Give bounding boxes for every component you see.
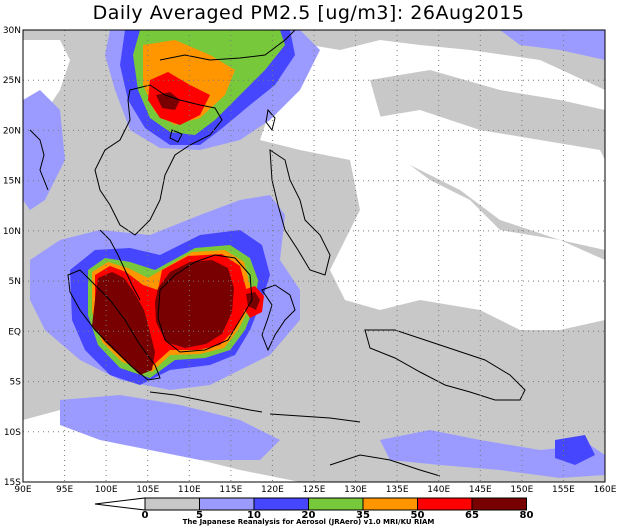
lon-tick-label: 125E xyxy=(303,485,326,495)
colorbar-level-label: 80 xyxy=(520,510,534,521)
colorbar-level-label: 65 xyxy=(465,510,479,521)
pm-level-10-20-east xyxy=(380,430,605,478)
lon-tick-label: 120E xyxy=(261,485,284,495)
clear-region-pacific xyxy=(360,110,605,250)
colorbar-level-label: 50 xyxy=(411,510,425,521)
colorbar-swatch xyxy=(199,497,255,511)
colorbar-swatch xyxy=(362,497,418,511)
lat-tick-label: 15S xyxy=(4,478,21,488)
colorbar-swatch xyxy=(417,497,473,511)
colorbar-level-label: 35 xyxy=(356,510,370,521)
coastline-new-guinea xyxy=(364,329,526,401)
lat-tick-label: 5N xyxy=(9,277,21,287)
colorbar-swatch xyxy=(253,497,309,511)
coastline-lesser-sunda xyxy=(269,413,361,423)
coastline-java xyxy=(149,391,263,413)
coastline-philippines xyxy=(269,149,331,276)
lat-tick-label: 10S xyxy=(4,428,21,438)
coastline-malay-peninsula xyxy=(99,229,141,301)
lon-tick-label: 160E xyxy=(594,485,617,495)
pm-level-over-80-borneo xyxy=(155,260,234,348)
lon-tick-label: 110E xyxy=(178,485,201,495)
coastline-sri-lanka-bay xyxy=(29,129,49,191)
coastline-australia xyxy=(329,454,441,477)
colorbar-level-label: 0 xyxy=(142,510,149,521)
lon-tick-label: 145E xyxy=(469,485,492,495)
coastline-sumatra xyxy=(67,269,161,381)
coastline-hainan xyxy=(169,129,183,143)
coastline-china xyxy=(159,30,296,61)
credit-line: The Japanese Reanalysis for Aerosol (JRA… xyxy=(182,518,435,526)
lat-tick-label: 5S xyxy=(10,378,22,388)
pm25-concentration-field xyxy=(23,30,605,482)
lon-tick-label: 95E xyxy=(56,485,73,495)
colorbar-level-label: 5 xyxy=(196,510,203,521)
lon-tick-label: 155E xyxy=(552,485,575,495)
lat-tick-label: 10N xyxy=(3,227,21,237)
pm-level-10-20-west-coast xyxy=(23,90,65,210)
lat-tick-label: 30N xyxy=(3,26,21,36)
coastline-sulawesi xyxy=(261,284,296,352)
colorbar-level-label: 20 xyxy=(302,510,316,521)
colorbar: 0 5 10 20 35 50 65 80 xyxy=(94,497,534,521)
lon-tick-labels: 90E 95E 100E 105E 110E 115E 120E 125E 130E 135E 14… xyxy=(14,485,616,495)
lat-tick-label: EQ xyxy=(8,327,21,337)
coastline-indochina xyxy=(94,84,223,236)
coastline-borneo xyxy=(157,254,253,353)
lon-tick-label: 140E xyxy=(427,485,450,495)
colorbar-swatch xyxy=(144,497,200,511)
pm-level-65-80-indochina xyxy=(148,72,210,125)
colorbar-underflow-triangle xyxy=(94,497,146,511)
pm-level-over-80-celebes xyxy=(246,292,260,310)
coastlines xyxy=(29,30,526,477)
colorbar-level-label: 10 xyxy=(247,510,261,521)
pm-level-10-20-south xyxy=(60,395,280,460)
pm-level-over-80-indochina xyxy=(156,92,180,110)
map-frame xyxy=(22,29,606,483)
colorbar-swatch xyxy=(308,497,364,511)
lon-tick-label: 130E xyxy=(344,485,367,495)
lat-tick-label: 25N xyxy=(3,76,21,86)
lon-tick-label: 135E xyxy=(386,485,409,495)
lon-tick-label: 150E xyxy=(510,485,533,495)
lat-tick-label: 15N xyxy=(3,177,21,187)
lon-tick-label: 90E xyxy=(14,485,31,495)
pm-level-10-20-ne xyxy=(500,30,605,60)
lat-tick-labels: 30N 25N 20N 15N 10N 5N EQ 5S 10S 15S xyxy=(3,26,21,488)
lon-tick-label: 115E xyxy=(219,485,242,495)
pm-level-20-35-hotspot xyxy=(555,435,595,465)
lon-tick-label: 100E xyxy=(95,485,118,495)
map-title: Daily Averaged PM2.5 [ug/m3]: 26Aug2015 xyxy=(92,2,525,24)
lon-tick-label: 105E xyxy=(136,485,159,495)
graticule xyxy=(23,30,605,482)
lat-tick-label: 20N xyxy=(3,126,21,136)
colorbar-swatch xyxy=(471,497,527,511)
